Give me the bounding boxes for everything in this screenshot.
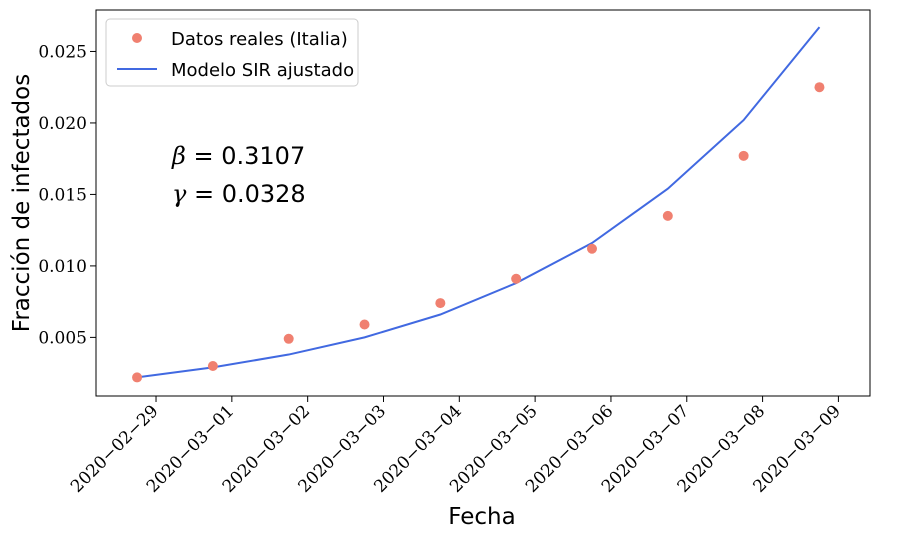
y-axis-title: Fracción de infectados bbox=[9, 74, 35, 332]
data-point bbox=[662, 210, 673, 221]
data-point bbox=[132, 372, 143, 383]
data-point bbox=[586, 243, 597, 254]
y-tick-label: 0.020 bbox=[38, 114, 87, 134]
data-point bbox=[359, 319, 370, 330]
plot-area bbox=[132, 26, 825, 383]
svg-text:β = 0.3107: β = 0.3107 bbox=[171, 142, 305, 170]
legend-label-datos: Datos reales (Italia) bbox=[171, 29, 348, 50]
y-axis: 0.005 0.010 0.015 0.020 0.025 bbox=[38, 42, 96, 348]
data-point bbox=[435, 298, 446, 309]
svg-text:γ = 0.0328: γ = 0.0328 bbox=[172, 180, 306, 208]
data-point bbox=[814, 82, 825, 93]
legend-box bbox=[105, 18, 359, 87]
legend-marker-datos bbox=[132, 33, 142, 43]
data-point bbox=[511, 273, 522, 284]
plot-frame bbox=[95, 9, 871, 397]
annotation-beta: β = 0.3107 bbox=[171, 142, 305, 170]
data-point bbox=[283, 333, 294, 344]
y-tick-label: 0.005 bbox=[38, 328, 87, 348]
series-line-modelo bbox=[136, 26, 821, 379]
y-tick-label: 0.025 bbox=[38, 42, 87, 62]
annotation-beta-symbol: β bbox=[171, 142, 186, 170]
y-tick-label: 0.015 bbox=[38, 185, 87, 205]
legend: Datos reales (Italia) Modelo SIR ajustad… bbox=[105, 18, 359, 87]
y-tick-label: 0.010 bbox=[38, 257, 87, 277]
annotation-gamma-value: = 0.0328 bbox=[186, 180, 305, 208]
annotation-beta-value: = 0.3107 bbox=[186, 142, 305, 170]
annotation-gamma-symbol: γ bbox=[172, 180, 187, 208]
data-point bbox=[738, 150, 749, 161]
annotation-gamma: γ = 0.0328 bbox=[172, 180, 306, 208]
x-axis-title: Fecha bbox=[448, 504, 515, 530]
legend-label-modelo: Modelo SIR ajustado bbox=[171, 60, 354, 81]
data-point bbox=[207, 360, 218, 371]
x-axis: 2020−02−292020−03−012020−03−022020−03−03… bbox=[67, 396, 845, 497]
